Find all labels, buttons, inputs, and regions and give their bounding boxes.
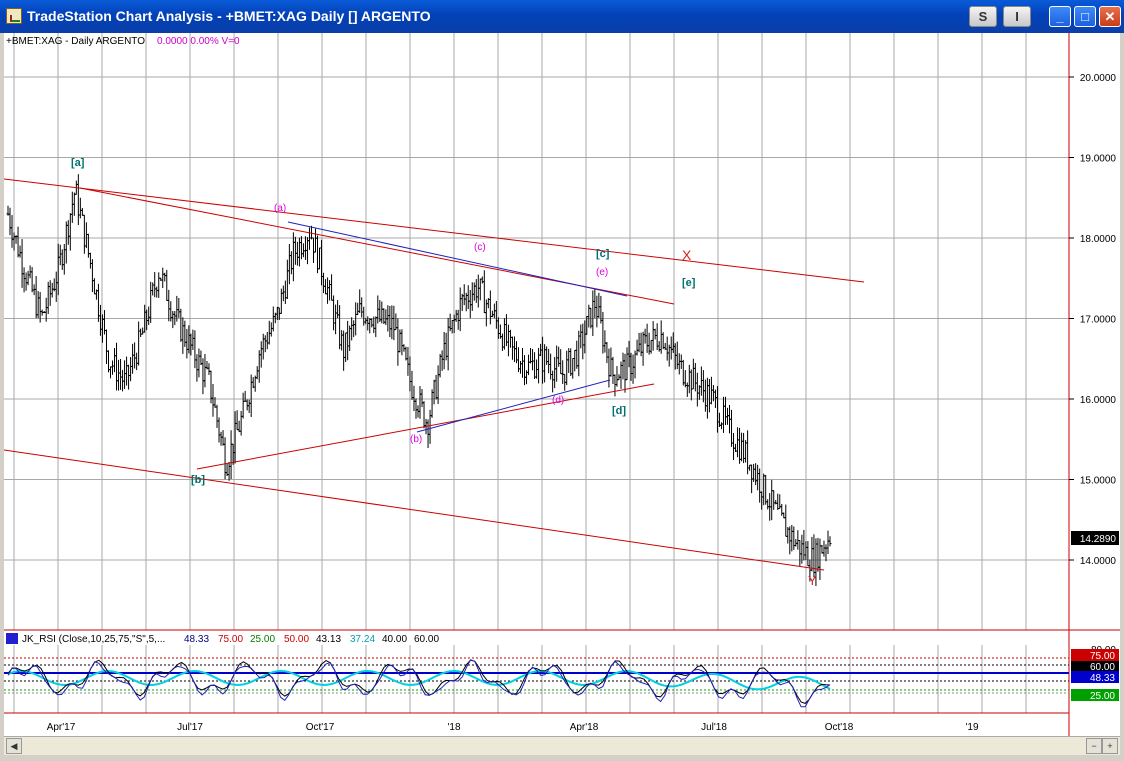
time-axis-label: Jul'17 [177, 722, 203, 733]
price-axis-label: 15.0000 [1080, 476, 1117, 487]
rsi-tag-4833-text: 48.33 [1090, 673, 1115, 684]
price-axis: 20.0000 19.0000 18.0000 17.0000 16.0000 15.00… [1069, 73, 1116, 567]
wave-label-a: (a) [274, 203, 286, 214]
s-menu-button[interactable]: S [969, 6, 997, 27]
rsi-tag-25-text: 25.00 [1090, 691, 1115, 702]
time-axis-label: '18 [447, 722, 460, 733]
rsi-tag-75 [1071, 649, 1119, 661]
time-axis-label: '19 [965, 722, 978, 733]
time-axis-label: Jul'18 [701, 722, 727, 733]
chart-symbol-label: +BMET:XAG - Daily ARGENTO [6, 36, 145, 47]
price-bars [6, 174, 832, 587]
last-price-value: 14.2890 [1080, 534, 1117, 545]
rsi-tag-25 [1071, 689, 1119, 701]
rsi-signal-line [7, 669, 831, 691]
title-bar: TradeStation Chart Analysis - +BMET:XAG … [0, 0, 1124, 33]
wave-label-d-big: [d] [612, 405, 626, 417]
indicator-value-mid: 50.00 [284, 634, 309, 645]
b-to-d-line [196, 383, 655, 470]
time-axis-label: Apr'18 [570, 722, 599, 733]
wave-label-x: X [682, 247, 692, 263]
wave-label-e-big: [e] [682, 277, 696, 289]
price-axis-label: 17.0000 [1080, 315, 1117, 326]
chart-area[interactable]: [a] [b] [c] [d] [e] (a) (b) (c) (d) (e) … [3, 33, 1120, 741]
i-menu-button[interactable]: I [1003, 6, 1031, 27]
window-title: TradeStation Chart Analysis - +BMET:XAG … [27, 8, 431, 24]
rsi-tag-75-text: 75.00 [1090, 651, 1115, 662]
scroll-left-icon[interactable]: ◀ [6, 738, 22, 754]
close-button[interactable]: ✕ [1099, 6, 1121, 27]
horizontal-scrollbar[interactable]: ◀ − + [4, 736, 1120, 755]
rsi-tag-4833 [1071, 671, 1119, 683]
rsi-line-2 [7, 659, 831, 708]
indicator-legend: JK_RSI (Close,10,25,75,"S",5,... 48.33 7… [22, 634, 439, 645]
rsi-tag-60-text: 60.00 [1090, 662, 1115, 673]
lower-channel-line [3, 449, 825, 571]
time-axis-label: Oct'18 [825, 722, 854, 733]
time-axis-label: Oct'17 [306, 722, 335, 733]
last-price-tag [1071, 531, 1119, 545]
wave-label-b-big: [b] [191, 474, 205, 486]
time-axis: Apr'17 Jul'17 Oct'17 '18 Apr'18 Jul'18 Oct'18 '… [47, 722, 979, 733]
indicator-icon[interactable] [6, 633, 18, 644]
price-axis-label: 16.0000 [1080, 395, 1117, 406]
indicator-value-6: 37.24 [350, 634, 375, 645]
wave-label-d: (d) [552, 395, 564, 406]
indicator-value-5: 43.13 [316, 634, 341, 645]
zoom-out-icon[interactable]: − [1086, 738, 1102, 754]
indicator-value-8: 60.00 [414, 634, 439, 645]
indicator-value-7: 40.00 [382, 634, 407, 645]
wave-label-c-big: [c] [596, 248, 610, 260]
price-axis-label: 19.0000 [1080, 154, 1117, 165]
price-axis-label: 20.0000 [1080, 73, 1117, 84]
app-icon[interactable] [6, 8, 22, 24]
triangle-lower-line [416, 379, 611, 433]
wave-label-e: (e) [596, 267, 608, 278]
maximize-button[interactable]: □ [1074, 6, 1096, 27]
time-axis-label: Apr'17 [47, 722, 76, 733]
indicator-value-upper: 75.00 [218, 634, 243, 645]
window-bottom-border [0, 755, 1124, 761]
indicator-value-rsi: 48.33 [184, 634, 209, 645]
wave-label-a-big: [a] [71, 157, 85, 169]
price-axis-label: 18.0000 [1080, 234, 1117, 245]
rsi-tag-60 [1071, 661, 1119, 671]
price-chart[interactable]: [a] [b] [c] [d] [e] (a) (b) (c) (d) (e) … [3, 33, 1120, 736]
price-axis-label: 14.0000 [1080, 556, 1117, 567]
grid-lines [4, 33, 1069, 713]
indicator-name: JK_RSI (Close,10,25,75,"S",5,... [22, 634, 165, 645]
wave-label-y: Y [808, 573, 817, 588]
minimize-button[interactable]: _ [1049, 6, 1071, 27]
upper-channel-line [3, 178, 865, 283]
triangle-upper-line [287, 221, 628, 297]
chart-header-values: 0.0000 0.00% V=0 [157, 36, 240, 47]
rsi-tag-40-text: 40.00 [1090, 682, 1115, 693]
zoom-in-icon[interactable]: + [1102, 738, 1118, 754]
indicator-value-lower: 25.00 [250, 634, 275, 645]
wave-label-b: (b) [410, 434, 422, 445]
wave-label-c: (c) [474, 242, 486, 253]
